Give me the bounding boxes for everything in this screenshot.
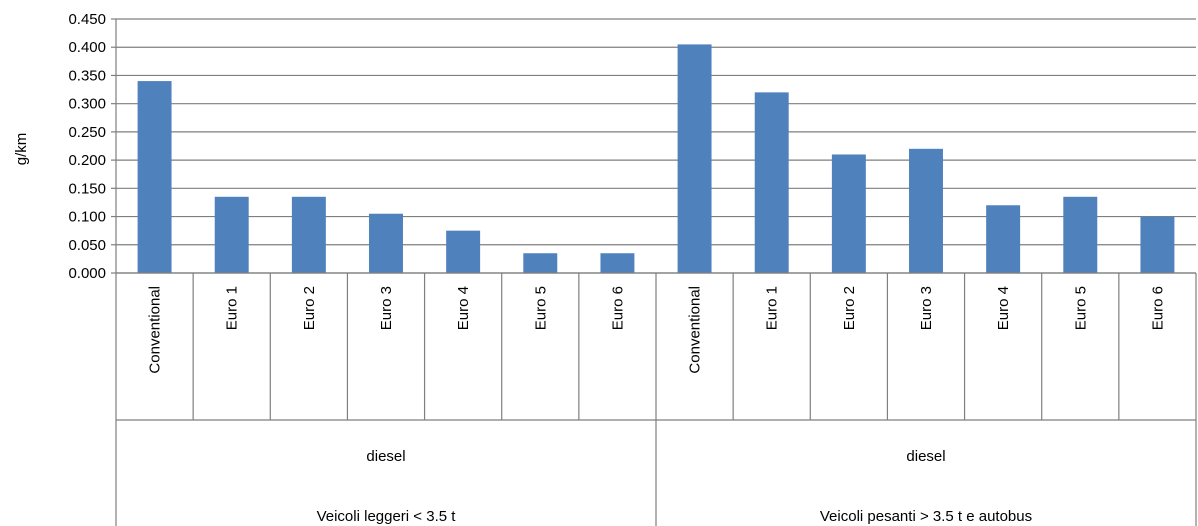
fuel-group-label: diesel xyxy=(906,448,945,465)
y-tick-labels: 0.000 0.050 0.100 0.150 0.200 0.250 0.300 0.350… xyxy=(68,11,106,282)
bar xyxy=(369,213,403,273)
vehicle-group-label: Veicoli pesanti > 3.5 t e autobus xyxy=(820,508,1032,525)
x-tick-label: Conventional xyxy=(147,286,164,374)
x-tick-label: Euro 3 xyxy=(378,286,395,330)
bar xyxy=(1063,196,1098,273)
y-tick-label: 0.450 xyxy=(68,11,106,28)
y-tick-label: 0.150 xyxy=(68,180,106,197)
bar xyxy=(754,92,789,273)
y-tick-label: 0.250 xyxy=(68,124,106,141)
y-tick-label: 0.100 xyxy=(68,209,106,226)
vehicle-group-label: Veicoli leggeri < 3.5 t xyxy=(317,508,457,525)
bar xyxy=(600,253,635,273)
x-tick-label: Euro 4 xyxy=(995,286,1012,330)
category-labels: Conventional Euro 1 Euro 2 Euro 3 Euro 4 Euro… xyxy=(147,286,1167,374)
bar xyxy=(291,196,326,273)
y-axis-label: g/km xyxy=(13,133,30,166)
x-tick-label: Euro 1 xyxy=(764,286,781,330)
y-tick-label: 0.350 xyxy=(68,67,106,84)
bar xyxy=(986,205,1021,273)
y-tick-label: 0.200 xyxy=(68,152,106,169)
x-tick-label: Euro 5 xyxy=(532,286,549,330)
y-tick-label: 0.300 xyxy=(68,96,106,113)
bar xyxy=(214,196,249,273)
y-tick-label: 0.000 xyxy=(68,265,106,282)
y-tick-label: 0.050 xyxy=(68,237,106,254)
x-tick-label: Euro 5 xyxy=(1072,286,1089,330)
bar xyxy=(1140,216,1175,273)
x-tick-label: Euro 2 xyxy=(301,286,318,330)
x-tick-label: Euro 4 xyxy=(455,286,472,330)
x-tick-label: Euro 1 xyxy=(224,286,241,330)
bar xyxy=(677,44,712,274)
bar xyxy=(523,253,558,273)
x-tick-label: Euro 6 xyxy=(1149,286,1166,330)
bar xyxy=(446,230,481,273)
bars xyxy=(137,44,1175,274)
gridlines xyxy=(111,18,1196,274)
group-labels: diesel Veicoli leggeri < 3.5 t diesel Veico… xyxy=(317,448,1033,525)
x-tick-label: Euro 6 xyxy=(609,286,626,330)
bar xyxy=(831,154,866,273)
axes xyxy=(115,19,1197,526)
x-tick-label: Conventional xyxy=(687,286,704,374)
x-tick-label: Euro 2 xyxy=(841,286,858,330)
y-tick-label: 0.400 xyxy=(68,39,106,56)
fuel-group-label: diesel xyxy=(366,448,405,465)
x-tick-label: Euro 3 xyxy=(918,286,935,330)
bar xyxy=(137,81,172,273)
bar xyxy=(909,148,943,273)
